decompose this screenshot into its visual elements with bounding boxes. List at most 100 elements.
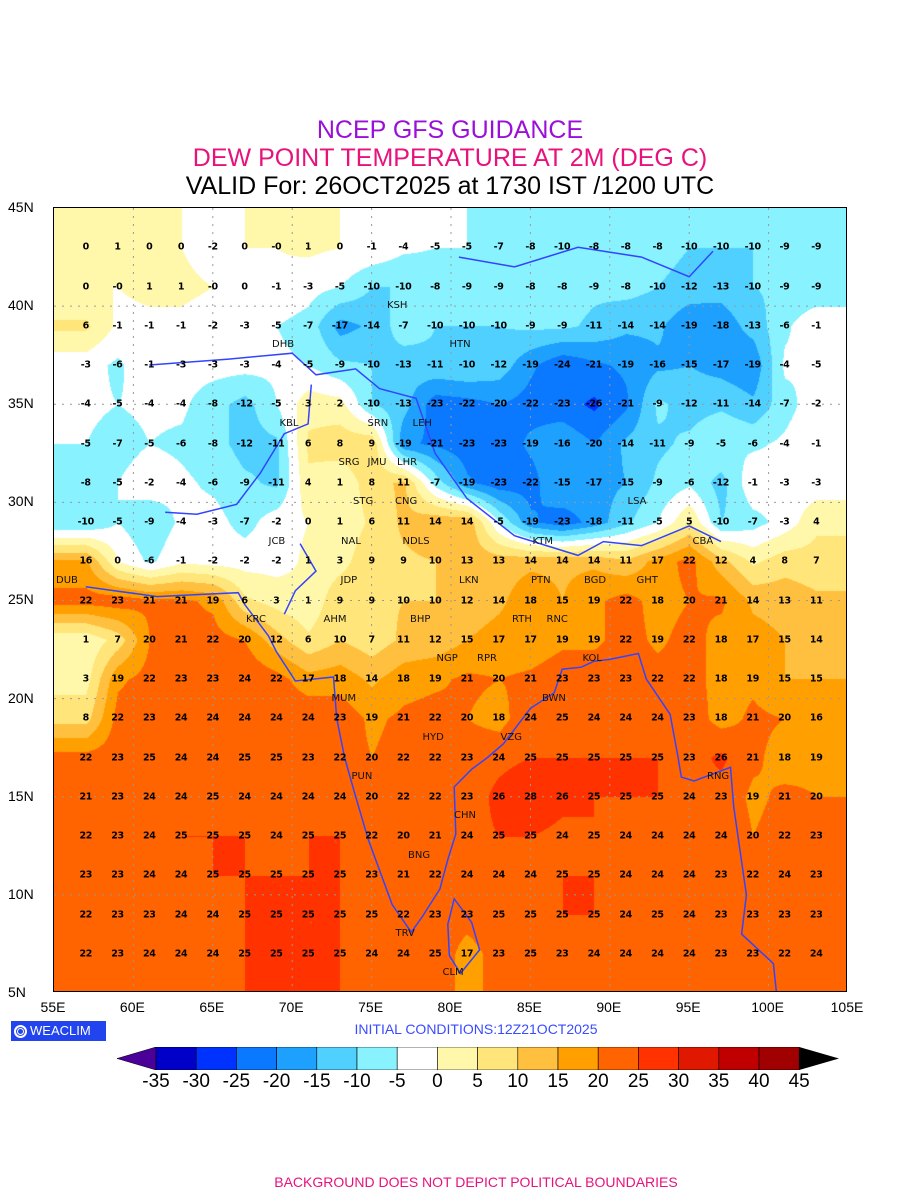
grid-value: 25	[587, 752, 601, 763]
grid-value: 14	[365, 673, 378, 685]
grid-value: 23	[587, 673, 601, 685]
colorbar-tick-label: -20	[262, 1071, 291, 1092]
grid-value: -8	[620, 281, 631, 292]
grid-value: 21	[746, 752, 760, 763]
grid-value: -10	[490, 320, 507, 332]
colorbar-tick-label: -25	[222, 1071, 251, 1092]
grid-value: 25	[651, 791, 664, 803]
grid-value: 23	[555, 948, 569, 960]
grid-value: 23	[111, 752, 124, 763]
grid-value: -14	[744, 398, 762, 410]
grid-value: 23	[111, 909, 124, 920]
grid-value: 25	[492, 909, 505, 920]
colorbar-tick-label: 10	[507, 1071, 529, 1092]
grid-value: 18	[778, 752, 791, 763]
grid-value: 3	[336, 555, 344, 567]
colorbar-tick-label: 25	[627, 1071, 649, 1092]
grid-value: 25	[587, 869, 601, 881]
grid-value: 8	[368, 477, 375, 489]
grid-value: -8	[430, 281, 441, 292]
grid-value: -1	[176, 555, 187, 567]
grid-value: 4	[749, 555, 757, 567]
grid-value: 14	[587, 555, 601, 567]
grid-value: 23	[79, 869, 93, 881]
grid-value: 24	[492, 752, 505, 763]
grid-value: 14	[492, 595, 505, 606]
station-label: RNC	[546, 614, 568, 626]
grid-value: 22	[619, 634, 632, 646]
lon-tick-label: 70E	[278, 999, 304, 1015]
grid-value: 11	[619, 555, 632, 567]
grid-value: 0	[177, 241, 185, 253]
grid-value: 4	[813, 516, 820, 528]
grid-value: 1	[177, 281, 185, 292]
grid-value: -6	[176, 438, 187, 449]
station-label: PTN	[531, 574, 551, 586]
grid-value: -13	[712, 281, 730, 292]
lat-tick-label: 30N	[8, 493, 34, 510]
station-label: JMU	[367, 457, 387, 469]
grid-value: 20	[397, 830, 410, 842]
grid-value: 19	[746, 673, 760, 685]
station-label: LKN	[459, 574, 479, 586]
grid-value: 23	[682, 752, 696, 763]
grid-value: 23	[555, 673, 569, 685]
grid-value: -15	[681, 359, 698, 371]
grid-value: -3	[207, 359, 218, 371]
grid-value: -10	[649, 281, 666, 292]
grid-value: 22	[778, 830, 791, 842]
grid-value: 25	[301, 909, 315, 920]
grid-value: -3	[80, 359, 91, 371]
grid-value: -1	[112, 320, 123, 332]
grid-value: 10	[397, 595, 410, 606]
grid-value: 14	[746, 595, 760, 606]
lon-tick-label: 65E	[199, 999, 225, 1015]
grid-value: 24	[524, 869, 537, 881]
grid-value: -8	[207, 438, 218, 449]
grid-value: -5	[334, 281, 345, 292]
grid-value: 6	[304, 634, 312, 646]
grid-value: -14	[617, 438, 635, 449]
weaclim-logo: WEACLIM	[11, 1021, 106, 1041]
grid-value: 24	[397, 948, 410, 960]
grid-value: -6	[779, 320, 790, 332]
grid-value: 6	[82, 320, 90, 332]
grid-value: -9	[588, 281, 599, 292]
grid-value: 7	[368, 634, 375, 646]
grid-value: 21	[142, 595, 156, 606]
station-label: HYD	[422, 731, 444, 743]
grid-value: 25	[238, 752, 251, 763]
station-label: CLM	[442, 967, 464, 979]
grid-value: 18	[714, 712, 728, 724]
grid-value: -5	[715, 438, 726, 449]
grid-value: 24	[238, 712, 251, 724]
grid-value: -10	[744, 281, 762, 292]
grid-value: 20	[778, 712, 791, 724]
grid-value: -19	[395, 438, 412, 449]
grid-value: 24	[301, 791, 315, 803]
grid-value: 14	[524, 555, 537, 567]
grid-value: -0	[207, 281, 218, 292]
grid-value: 24	[174, 791, 188, 803]
grid-value: 26	[555, 791, 569, 803]
grid-value: 23	[460, 791, 474, 803]
grid-value: -19	[681, 320, 698, 332]
grid-value: 24	[619, 948, 632, 960]
grid-value: 24	[682, 948, 696, 960]
grid-value: 19	[746, 791, 760, 803]
grid-value: 23	[809, 909, 823, 920]
grid-value: -21	[426, 438, 444, 449]
grid-value: -5	[430, 241, 441, 253]
grid-value: -2	[144, 477, 155, 489]
grid-value: 9	[368, 595, 375, 606]
station-label: BGD	[584, 574, 607, 586]
grid-value: 22	[397, 791, 410, 803]
grid-value: 8	[781, 555, 788, 567]
colorbar-tick-label: -10	[343, 1071, 371, 1092]
grid-value: 21	[397, 712, 410, 724]
grid-value: 24	[142, 869, 156, 881]
station-label: RPR	[477, 653, 497, 665]
grid-value: 18	[333, 673, 347, 685]
colorbar-tick-label: -5	[388, 1071, 406, 1092]
grid-value: 24	[460, 869, 474, 881]
